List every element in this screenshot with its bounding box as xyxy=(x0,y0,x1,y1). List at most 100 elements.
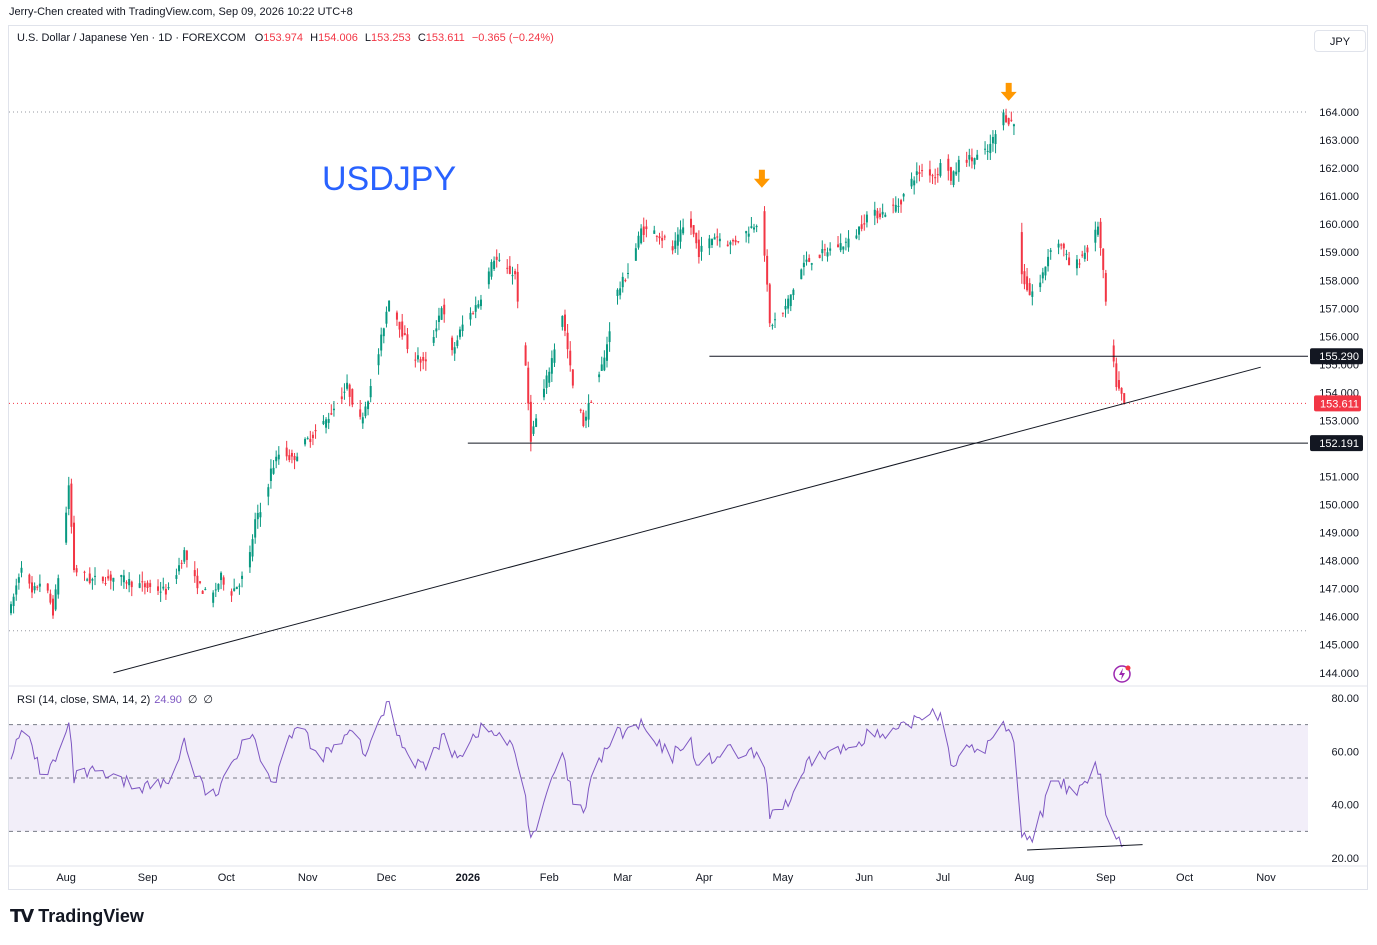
trendline xyxy=(113,366,1261,674)
candle-body xyxy=(892,204,895,206)
candle-body xyxy=(1117,380,1120,389)
candle-body xyxy=(928,169,931,176)
candle-body xyxy=(855,235,858,239)
candle-body xyxy=(20,567,23,573)
price-tick-label: 150.000 xyxy=(1319,500,1359,512)
time-tick-label: Nov xyxy=(1256,872,1276,884)
time-tick-label: Apr xyxy=(696,872,713,884)
candle-body xyxy=(162,586,165,589)
candle-body xyxy=(495,256,498,260)
candle-body xyxy=(1010,119,1013,121)
candle-body xyxy=(382,328,385,337)
candle-body xyxy=(514,271,517,275)
candle-body xyxy=(957,159,960,173)
price-tick-label: 158.000 xyxy=(1319,275,1359,287)
time-tick-label: Aug xyxy=(56,872,76,884)
candle-body xyxy=(15,585,18,595)
candle-body xyxy=(1005,115,1008,123)
candle-body xyxy=(309,438,312,443)
price-tick-label: 163.000 xyxy=(1319,135,1359,147)
candle-body xyxy=(233,588,236,591)
candle-body xyxy=(395,312,398,320)
candle-body xyxy=(157,586,160,591)
candle-body xyxy=(149,583,152,587)
time-tick-label: Oct xyxy=(218,872,235,884)
candle-body xyxy=(311,434,314,439)
candle-body xyxy=(805,259,808,262)
candle-body xyxy=(461,324,464,332)
candle-body xyxy=(529,401,532,442)
candle-body xyxy=(138,583,141,588)
candle-body xyxy=(784,305,787,310)
time-tick-label: Jul xyxy=(936,872,950,884)
rsi-extra-2: ∅ xyxy=(203,694,213,706)
rsi-extra-1: ∅ xyxy=(187,694,198,706)
candle-body xyxy=(947,158,950,171)
candle-body xyxy=(949,167,952,181)
candle-body xyxy=(330,413,333,415)
candle-body xyxy=(451,337,454,351)
candle-body xyxy=(936,174,939,176)
candle-body xyxy=(167,587,170,589)
candle-body xyxy=(934,177,937,179)
candle-body xyxy=(401,321,404,337)
candle-body xyxy=(968,155,971,160)
candle-body xyxy=(1060,244,1063,246)
candle-body xyxy=(810,263,813,265)
brand-name: TradingView xyxy=(38,906,144,926)
candle-body xyxy=(406,334,409,350)
candle-body xyxy=(1068,257,1071,266)
tradingview-brand[interactable]: TV TradingView xyxy=(10,906,144,927)
candle-body xyxy=(900,200,903,205)
candle-body xyxy=(671,246,674,251)
candle-body xyxy=(590,401,593,403)
candle-body xyxy=(212,592,215,603)
candle-body xyxy=(109,574,112,581)
candle-body xyxy=(587,403,590,420)
candle-body xyxy=(340,396,343,400)
candle-body xyxy=(112,577,115,582)
candle-body xyxy=(729,242,732,245)
candle-body xyxy=(837,244,840,248)
candle-body xyxy=(469,312,472,320)
candle-body xyxy=(506,267,509,269)
candle-body xyxy=(915,171,918,175)
candle-body xyxy=(377,354,380,366)
candle-body xyxy=(682,227,685,234)
candle-body xyxy=(364,406,367,417)
candle-body xyxy=(1102,248,1105,270)
candle-body xyxy=(101,576,104,582)
price-tick-label: 156.000 xyxy=(1319,331,1359,343)
arrow-down-marker-1 xyxy=(1000,82,1017,101)
candle-body xyxy=(57,578,60,595)
rsi-legend[interactable]: RSI (14, close, SMA, 14, 2) 24.90 ∅ ∅ xyxy=(17,693,213,706)
symbol-legend[interactable]: U.S. Dollar / Japanese Yen · 1D · FOREXC… xyxy=(17,32,554,44)
candle-body xyxy=(600,364,603,371)
candle-body xyxy=(737,241,740,243)
candle-body xyxy=(865,214,868,223)
time-tick-label: Sep xyxy=(1096,872,1116,884)
candle-body xyxy=(180,562,183,564)
candle-body xyxy=(1083,252,1086,259)
time-tick-label: May xyxy=(773,872,794,884)
candle-body xyxy=(1099,221,1102,249)
candle-body xyxy=(164,588,167,595)
candle-body xyxy=(267,487,270,497)
currency-button[interactable]: JPY xyxy=(1314,30,1366,52)
candle-body xyxy=(645,226,648,230)
candle-body xyxy=(863,223,866,225)
horizontal-level-tag-1 xyxy=(1310,435,1363,452)
candle-body xyxy=(1096,226,1099,235)
candle-body xyxy=(107,576,110,579)
candle-body xyxy=(130,581,133,588)
low-value: 153.253 xyxy=(371,32,411,44)
candle-body xyxy=(931,175,934,177)
candle-body xyxy=(479,299,482,307)
candle-body xyxy=(626,272,629,274)
candle-body xyxy=(28,574,31,584)
candle-body xyxy=(290,452,293,457)
time-tick-label: Mar xyxy=(613,872,632,884)
candle-body xyxy=(52,598,55,616)
candle-body xyxy=(217,583,220,590)
